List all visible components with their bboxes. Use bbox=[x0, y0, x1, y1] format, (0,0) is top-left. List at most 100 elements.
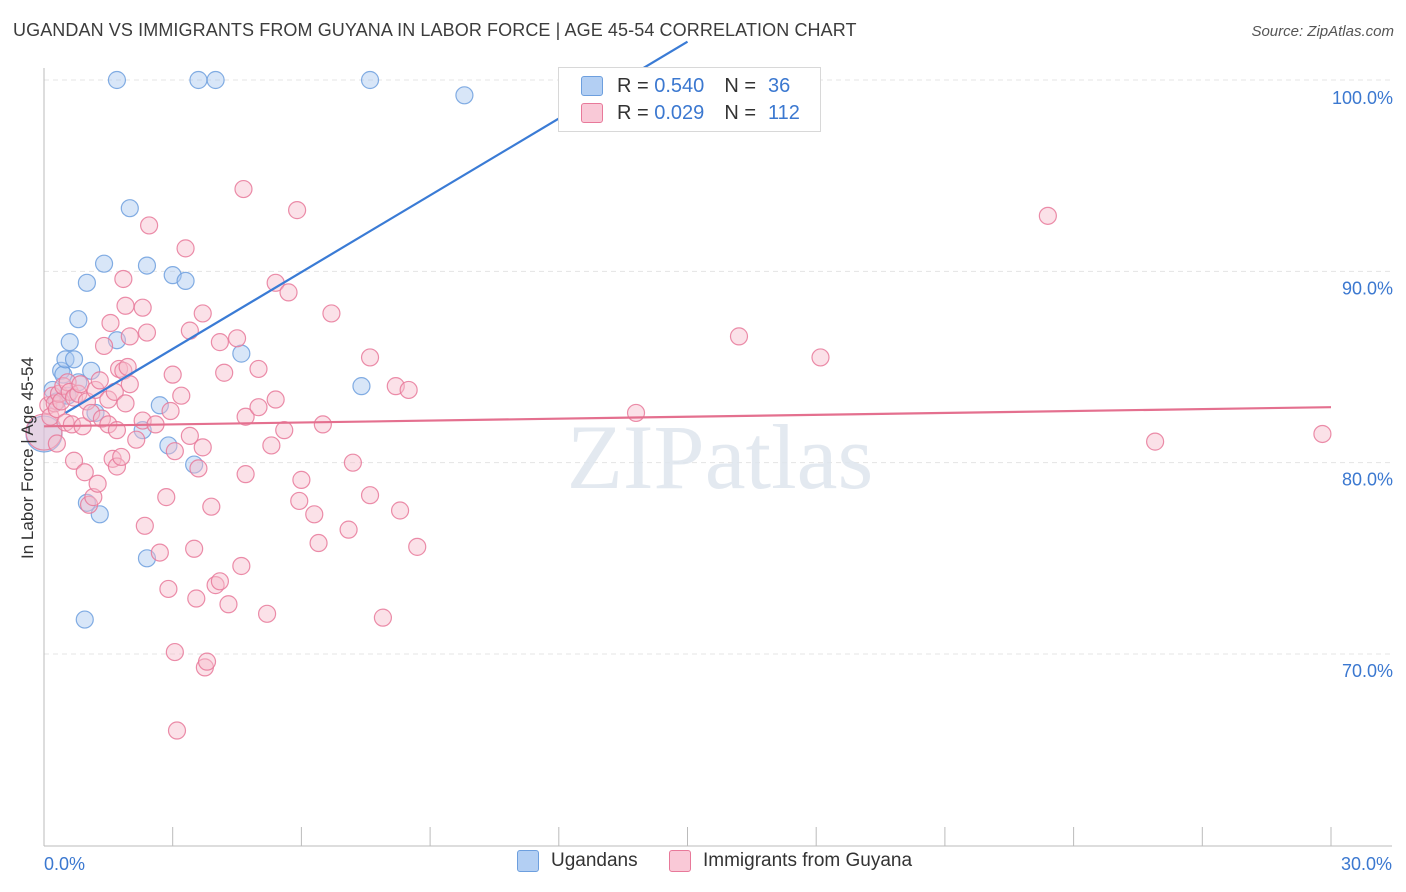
guyana-point bbox=[116, 394, 135, 413]
ugandan-point bbox=[232, 344, 251, 363]
guyana-point bbox=[187, 589, 206, 608]
legend-swatch-pink bbox=[581, 103, 603, 123]
ugandan-point bbox=[360, 70, 380, 90]
guyana-point bbox=[1313, 424, 1332, 444]
guyana-point bbox=[279, 283, 298, 302]
guyana-point bbox=[811, 348, 830, 367]
guyana-point bbox=[172, 386, 191, 405]
guyana-point bbox=[165, 642, 184, 662]
bottom-legend-ugandans: Ugandans bbox=[517, 850, 638, 872]
ugandan-point bbox=[69, 310, 88, 329]
guyana-point bbox=[167, 721, 187, 740]
legend-r-value: 0.540 bbox=[654, 74, 705, 97]
guyana-point bbox=[159, 579, 178, 599]
legend-swatch-blue bbox=[581, 76, 603, 96]
ugandan-point bbox=[137, 256, 157, 275]
legend-r-label: R = bbox=[617, 74, 649, 97]
guyana-point bbox=[305, 505, 324, 524]
legend-r-label: R = bbox=[617, 101, 649, 124]
guyana-point bbox=[116, 296, 135, 315]
guyana-point bbox=[120, 327, 139, 346]
ugandan-point bbox=[64, 350, 84, 369]
guyana-point bbox=[75, 463, 94, 482]
guyana-point bbox=[290, 491, 309, 511]
guyana-point bbox=[127, 430, 146, 449]
guyana-point bbox=[133, 298, 152, 317]
y-tick-labels: 70.0% 80.0% 90.0% 100.0% bbox=[1332, 88, 1393, 681]
guyana-point bbox=[257, 604, 277, 623]
guyana-point bbox=[249, 398, 268, 417]
legend-swatch-pink bbox=[669, 850, 691, 872]
y-tick-label: 70.0% bbox=[1342, 661, 1393, 681]
guyana-point bbox=[94, 336, 114, 356]
ugandan-point bbox=[352, 377, 371, 396]
legend-n-value: 36 bbox=[768, 74, 791, 97]
legend-label-guyana: Immigrants from Guyana bbox=[703, 850, 913, 871]
legend-row-ugandans: R = 0.540 N = 36 bbox=[581, 73, 790, 99]
guyana-point bbox=[399, 380, 418, 400]
y-tick-label: 90.0% bbox=[1342, 278, 1393, 298]
guyana-point bbox=[180, 321, 199, 340]
ugandan-point bbox=[455, 86, 474, 105]
guyana-point bbox=[236, 407, 255, 426]
ugandan-point bbox=[60, 333, 79, 352]
ugandan-point bbox=[189, 70, 208, 90]
y-axis-label: In Labor Force | Age 45-54 bbox=[18, 357, 37, 559]
legend-swatch-blue bbox=[517, 850, 539, 872]
guyana-point bbox=[249, 359, 268, 379]
guyana-point bbox=[140, 216, 159, 235]
ugandan-point bbox=[94, 254, 114, 273]
chart-title: UGANDAN VS IMMIGRANTS FROM GUYANA IN LAB… bbox=[13, 20, 857, 40]
guyana-point bbox=[193, 438, 212, 457]
guyana-point bbox=[236, 465, 255, 484]
guyana-point bbox=[339, 520, 358, 539]
ugandan-point bbox=[77, 273, 97, 292]
guyana-point bbox=[150, 543, 169, 562]
guyana-point bbox=[165, 442, 184, 461]
guyana-trend-line bbox=[43, 406, 1332, 428]
guyana-point bbox=[47, 434, 66, 453]
guyana-point bbox=[88, 474, 107, 493]
guyana-point bbox=[215, 363, 234, 382]
guyana-point bbox=[360, 486, 380, 505]
guyana-point bbox=[84, 488, 103, 507]
legend-row-guyana: R = 0.029 N = 112 bbox=[581, 100, 800, 126]
guyana-point bbox=[288, 201, 307, 220]
guyana-point bbox=[219, 595, 238, 614]
guyana-point bbox=[137, 323, 157, 342]
guyana-point bbox=[309, 533, 328, 553]
guyana-point bbox=[25, 413, 63, 451]
legend-label-ugandans: Ugandans bbox=[551, 850, 638, 871]
legend-r-value: 0.029 bbox=[654, 101, 705, 124]
guyana-point bbox=[161, 401, 180, 421]
guyana-point bbox=[193, 304, 212, 323]
guyana-point bbox=[408, 537, 427, 556]
guyana-point bbox=[266, 390, 285, 409]
guyana-point bbox=[180, 426, 199, 445]
guyana-point bbox=[1038, 206, 1057, 225]
guyana-point bbox=[210, 572, 229, 591]
guyana-point bbox=[135, 516, 154, 535]
y-tick-label: 80.0% bbox=[1342, 470, 1393, 490]
correlation-legend: R = 0.540 N = 36 R = 0.029 N = 112 bbox=[558, 67, 821, 132]
guyana-point bbox=[189, 459, 208, 478]
legend-n-value: 112 bbox=[768, 101, 800, 124]
guyana-point bbox=[232, 556, 251, 576]
guyana-point bbox=[176, 239, 195, 258]
guyana-point bbox=[90, 371, 109, 390]
guyana-point bbox=[112, 447, 131, 467]
bottom-legend-guyana: Immigrants from Guyana bbox=[669, 850, 912, 872]
ugandan-point bbox=[176, 271, 195, 290]
x-tick-label-min: 0.0% bbox=[44, 854, 85, 874]
guyana-point bbox=[322, 304, 341, 323]
guyana-point bbox=[163, 365, 182, 384]
guyana-point bbox=[197, 652, 217, 671]
ugandan-point bbox=[75, 610, 94, 629]
guyana-point bbox=[210, 333, 229, 352]
guyana-point bbox=[64, 451, 84, 470]
x-tick-label-max: 30.0% bbox=[1341, 854, 1392, 874]
ugandan-point bbox=[150, 396, 169, 415]
guyana-point bbox=[262, 436, 281, 455]
guyana-point bbox=[107, 457, 127, 476]
guyana-point bbox=[275, 421, 294, 440]
